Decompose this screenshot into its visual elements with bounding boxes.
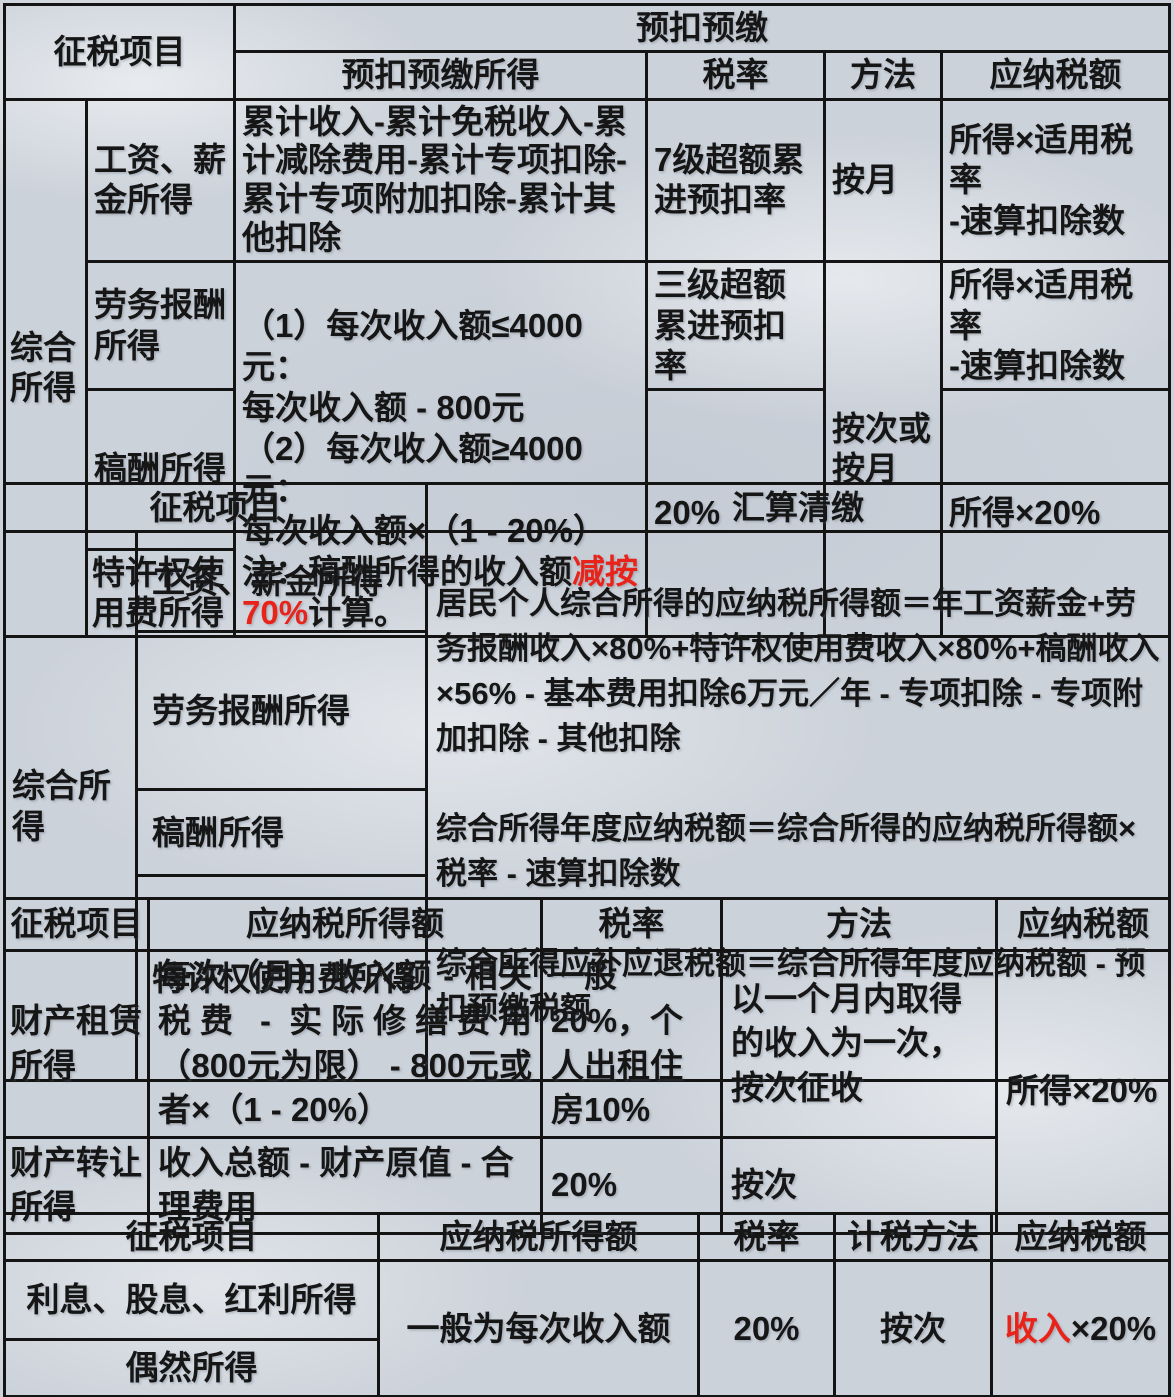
t3-row1-label: 财产租赁所得 xyxy=(3,948,150,1139)
t3-header-rate: 税率 xyxy=(540,897,723,952)
t3-row1-rate: 一般20%，个人出租住房10% xyxy=(540,948,723,1139)
t1-header-span: 预扣预缴 xyxy=(233,2,1171,54)
t4-tax-suffix: ×20% xyxy=(1070,1309,1157,1347)
t3-row1-method: 以一个月内取得的收入为一次，按次征收 xyxy=(720,948,998,1139)
t4-header-tax: 应纳税额 xyxy=(990,1211,1171,1263)
t1-row2-rate: 三级超额累进预扣率 xyxy=(645,260,826,391)
t3-header-project: 征税项目 xyxy=(3,897,150,952)
t4-header-income: 应纳税所得额 xyxy=(377,1211,700,1263)
t4-header-rate: 税率 xyxy=(697,1211,836,1263)
t1-subheader-income: 预扣预缴所得 xyxy=(233,50,648,101)
t4-header-project: 征税项目 xyxy=(3,1211,380,1263)
t1-row1-label: 工资、薪金所得 xyxy=(85,97,236,264)
t1-row1-tax: 所得×适用税率 -速算扣除数 xyxy=(940,97,1171,264)
t1-row1-rate: 7级超额累进预扣率 xyxy=(645,97,826,264)
t4-merged-income: 一般为每次收入额 xyxy=(377,1259,700,1397)
t1-row2-tax: 所得×适用税率 -速算扣除数 xyxy=(940,260,1171,391)
t1-subheader-method: 方法 xyxy=(823,50,943,101)
t3-header-tax: 应纳税额 xyxy=(995,897,1171,952)
t1-income-part1: （1）每次收入额≤4000元： 每次收入额 - 800元 xyxy=(242,307,583,426)
dividend-income-table: 征税项目 应纳税所得额 税率 计税方法 应纳税额 利息、股息、红利所得 一般为每… xyxy=(3,1211,1171,1397)
t1-subheader-tax: 应纳税额 xyxy=(940,50,1171,101)
t4-row2-label: 偶然所得 xyxy=(3,1338,380,1397)
t3-header-method: 方法 xyxy=(720,897,998,952)
t4-merged-tax: 收入×20% xyxy=(990,1259,1171,1397)
t4-merged-method: 按次 xyxy=(833,1259,993,1397)
t1-row2-label: 劳务报酬所得 xyxy=(85,260,236,391)
t1-row1-method: 按月 xyxy=(823,97,943,264)
t3-row1-income: 每次（月）收入额 - 相关税费 - 实际修缮费用（800元为限） - 800元或… xyxy=(147,948,543,1139)
t1-subheader-rate: 税率 xyxy=(645,50,826,101)
t2-item-manuscript: 稿酬所得 xyxy=(135,787,428,878)
t3-header-income: 应纳税所得额 xyxy=(147,897,543,952)
t2-item-labor: 劳务报酬所得 xyxy=(135,630,428,791)
t4-header-method: 计税方法 xyxy=(833,1211,993,1263)
t1-row1-income: 累计收入-累计免税收入-累计减除费用-累计专项扣除-累计专项附加扣除-累计其他扣… xyxy=(233,97,648,264)
t3-merged-tax: 所得×20% xyxy=(995,948,1171,1235)
t2-formula-1: 居民个人综合所得的应纳税所得额＝年工资薪金+劳务报酬收入×80%+特许权使用费收… xyxy=(436,586,1160,757)
t4-merged-rate: 20% xyxy=(697,1259,836,1397)
t2-formula-2: 综合所得年度应纳税额＝综合所得的应纳税所得额×税率 - 速算扣除数 xyxy=(436,811,1137,892)
t2-item-wages: 工资、薪金所得 xyxy=(135,530,428,634)
t2-header-settle: 汇算清缴 xyxy=(425,481,1171,534)
t4-tax-red: 收入 xyxy=(1004,1309,1071,1347)
property-income-table: 征税项目 应纳税所得额 税率 方法 应纳税额 财产租赁所得 每次（月）收入额 -… xyxy=(3,897,1171,1235)
t4-row1-label: 利息、股息、红利所得 xyxy=(3,1259,380,1342)
t2-header-project: 征税项目 xyxy=(3,481,428,534)
t1-header-project: 征税项目 xyxy=(3,3,236,101)
